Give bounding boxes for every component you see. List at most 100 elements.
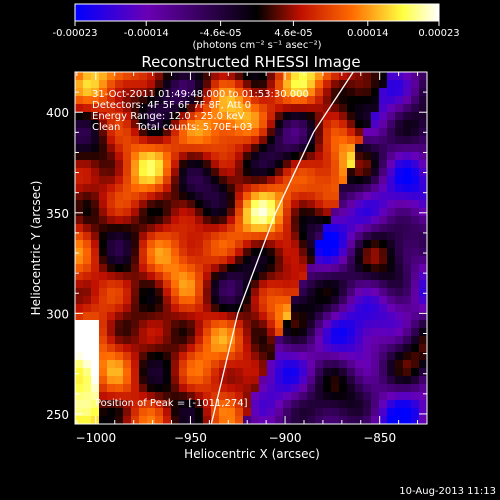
heatmap-cell xyxy=(291,400,300,409)
heatmap-cell xyxy=(275,352,284,361)
heatmap-cell xyxy=(403,232,412,241)
heatmap-cell xyxy=(91,336,100,345)
heatmap-cell xyxy=(179,176,188,185)
heatmap-cell xyxy=(139,248,148,257)
heatmap-cell xyxy=(187,256,196,265)
heatmap-cell xyxy=(395,416,404,424)
heatmap-cell xyxy=(267,344,276,353)
heatmap-cell xyxy=(291,216,300,225)
heatmap-cell xyxy=(339,152,348,161)
heatmap-cell xyxy=(171,112,180,121)
heatmap-cell xyxy=(235,136,244,145)
heatmap-cell xyxy=(371,368,380,377)
heatmap-cell xyxy=(139,320,148,329)
heatmap-cell xyxy=(171,96,180,105)
heatmap-cell xyxy=(163,360,172,369)
heatmap-cell xyxy=(179,368,188,377)
heatmap-cell xyxy=(235,160,244,169)
heatmap-cell xyxy=(227,184,236,193)
heatmap-cell xyxy=(235,192,244,201)
heatmap-cell xyxy=(235,352,244,361)
heatmap-cell xyxy=(195,344,204,353)
heatmap-cell xyxy=(75,256,84,265)
heatmap-cell xyxy=(227,72,236,81)
heatmap-cell xyxy=(403,352,412,361)
heatmap-cell xyxy=(323,128,332,137)
heatmap-cell xyxy=(251,408,260,417)
heatmap-cell xyxy=(259,288,268,297)
heatmap-cell xyxy=(403,192,412,201)
heatmap-cell xyxy=(339,192,348,201)
heatmap-cell xyxy=(155,280,164,289)
heatmap-cell xyxy=(179,296,188,305)
heatmap-cell xyxy=(299,200,308,209)
heatmap-cell xyxy=(243,120,252,129)
heatmap-cell xyxy=(283,376,292,385)
heatmap-cell xyxy=(315,136,324,145)
heatmap-cell xyxy=(315,384,324,393)
heatmap-cell xyxy=(91,224,100,233)
heatmap-cell xyxy=(283,240,292,249)
heatmap-cell xyxy=(395,168,404,177)
heatmap-cell xyxy=(227,328,236,337)
heatmap-cell xyxy=(131,272,140,281)
heatmap-cell xyxy=(275,288,284,297)
heatmap-cell xyxy=(251,120,260,129)
heatmap-cell xyxy=(411,144,420,153)
heatmap-cell xyxy=(115,184,124,193)
heatmap-cell xyxy=(411,320,420,329)
heatmap-cell xyxy=(251,216,260,225)
heatmap-cell xyxy=(291,360,300,369)
heatmap-cell xyxy=(411,152,420,161)
heatmap-cell xyxy=(363,376,372,385)
heatmap-cell xyxy=(259,176,268,185)
heatmap-cell xyxy=(339,280,348,289)
heatmap-cell xyxy=(291,280,300,289)
heatmap-cell xyxy=(155,200,164,209)
x-tick-label: −950 xyxy=(174,431,207,445)
heatmap-cell xyxy=(147,80,156,89)
heatmap-cell xyxy=(243,264,252,273)
heatmap-cell xyxy=(75,136,84,145)
heatmap-cell xyxy=(147,136,156,145)
heatmap-cell xyxy=(123,224,132,233)
x-tick-label: −900 xyxy=(269,431,302,445)
heatmap-cell xyxy=(83,80,92,89)
heatmap-cell xyxy=(363,352,372,361)
heatmap-cell xyxy=(235,232,244,241)
heatmap-cell xyxy=(163,296,172,305)
heatmap-cell xyxy=(283,176,292,185)
heatmap-cell xyxy=(179,360,188,369)
heatmap-cell xyxy=(99,160,108,169)
heatmap-cell xyxy=(91,368,100,377)
heatmap-cell xyxy=(235,320,244,329)
heatmap-cell xyxy=(403,320,412,329)
heatmap-cell xyxy=(331,136,340,145)
heatmap-cell xyxy=(315,152,324,161)
heatmap-cell xyxy=(299,256,308,265)
heatmap-cell xyxy=(219,232,228,241)
heatmap-cell xyxy=(307,392,316,401)
heatmap-cell xyxy=(243,288,252,297)
heatmap-cell xyxy=(243,296,252,305)
heatmap-cell xyxy=(411,120,420,129)
heatmap-cell xyxy=(395,264,404,273)
heatmap-cell xyxy=(227,216,236,225)
heatmap-cell xyxy=(75,88,84,97)
heatmap-cell xyxy=(283,72,292,81)
heatmap-cell xyxy=(355,128,364,137)
heatmap-cell xyxy=(227,384,236,393)
heatmap-cell xyxy=(363,400,372,409)
heatmap-cell xyxy=(259,248,268,257)
heatmap-cell xyxy=(299,224,308,233)
heatmap-cell xyxy=(379,336,388,345)
heatmap-cell xyxy=(163,120,172,129)
heatmap-cell xyxy=(99,416,108,424)
heatmap-cell xyxy=(163,136,172,145)
heatmap-cell xyxy=(147,192,156,201)
heatmap-cell xyxy=(219,304,228,313)
heatmap-cell xyxy=(283,192,292,201)
heatmap-cell xyxy=(155,408,164,417)
heatmap-cell xyxy=(403,144,412,153)
heatmap-cell xyxy=(355,256,364,265)
